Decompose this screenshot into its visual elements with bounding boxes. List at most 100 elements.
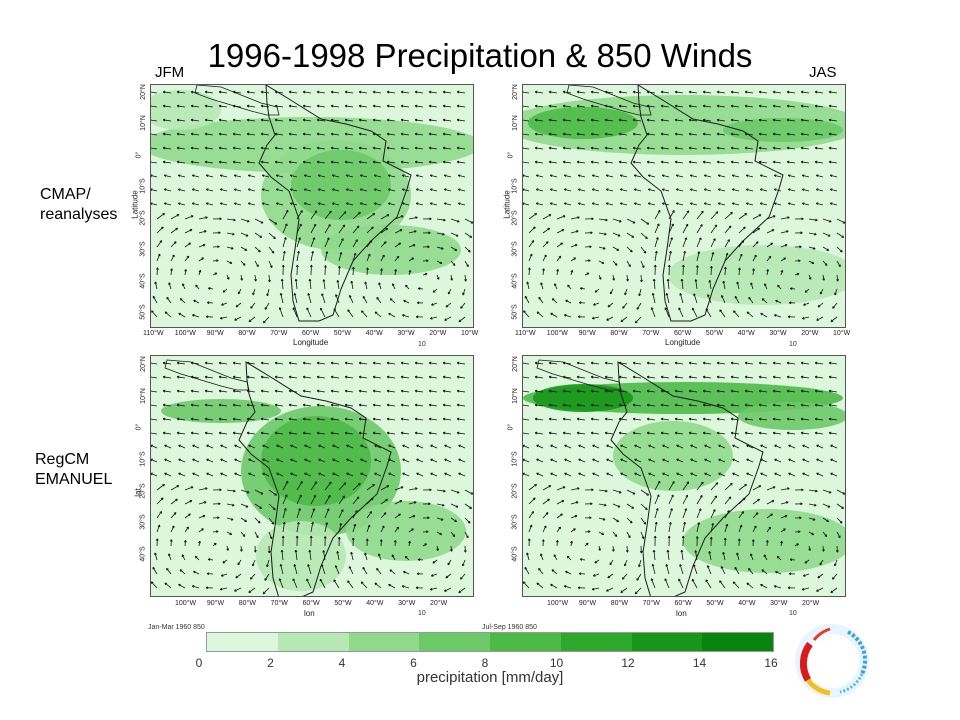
precip-wind-map xyxy=(151,85,473,324)
lat-tick-label: 0° xyxy=(135,151,143,159)
lon-tick-label: 20°W xyxy=(801,330,819,337)
wind-vectors xyxy=(151,90,473,324)
lat-tick-label: 40°S xyxy=(139,546,147,562)
lat-tick-label: 10°N xyxy=(139,387,147,404)
precip-area xyxy=(151,90,221,130)
season-label-jas: JAS xyxy=(809,64,837,81)
lat-tick-label: 10°N xyxy=(511,387,519,404)
lat-tick-label: 30°S xyxy=(139,241,147,257)
lon-tick-label: 20°W xyxy=(430,600,448,607)
lon-tick-label: 90°W xyxy=(206,600,225,607)
lon-tick-label: 60°W xyxy=(674,330,692,337)
central-america-outline xyxy=(536,359,622,391)
wind-vectors xyxy=(523,361,845,595)
central-america-outline xyxy=(566,85,652,116)
lat-tick-label: 10°N xyxy=(511,115,519,132)
lon-tick-label: 60°W xyxy=(302,330,320,337)
lon-tick-label: 70°W xyxy=(270,330,288,337)
precip-area xyxy=(738,402,845,430)
lon-tick-label: 100°W xyxy=(175,600,197,607)
lat-tick-label: 40°S xyxy=(511,272,519,289)
lat-tick-label: 0° xyxy=(507,423,515,431)
colorbar-tick-label: 12 xyxy=(621,656,635,670)
colorbar-tick-label: 16 xyxy=(764,656,778,670)
map-panel-regcm-jas xyxy=(522,355,846,597)
lon-tick-label: 20°W xyxy=(802,600,820,607)
institution-logo xyxy=(795,624,869,698)
colorbar-swatch xyxy=(348,633,420,651)
lon-tick-label: 80°W xyxy=(238,330,256,337)
lon-tick-label: 30°W xyxy=(397,330,415,337)
y-axis-title: Latitude xyxy=(130,190,140,219)
lon-tick-label: 10°W xyxy=(461,330,479,337)
central-america-outline xyxy=(164,359,250,391)
lon-tick-label: 30°W xyxy=(769,330,787,337)
central-america-outline xyxy=(194,85,280,116)
colorbar-swatch xyxy=(702,633,773,651)
vector-reference: 10 xyxy=(789,610,797,617)
precip-area xyxy=(683,509,845,573)
lat-tick-label: 20°S xyxy=(139,210,147,226)
lon-tick-label: 80°W xyxy=(610,600,628,607)
y-axis-title: Latitude xyxy=(502,190,512,219)
wind-vectors xyxy=(523,90,845,324)
south-america-outline xyxy=(238,361,392,596)
lon-tick-label: 70°W xyxy=(270,600,288,607)
continent-outline xyxy=(194,85,412,322)
lon-tick-label: 40°W xyxy=(737,330,755,337)
continent-outline xyxy=(566,85,784,322)
precip-area xyxy=(723,118,843,142)
south-america-outline xyxy=(630,85,784,322)
lat-tick-label: 0° xyxy=(135,423,143,431)
colorbar-swatch xyxy=(277,633,349,651)
lon-tick-label: 40°W xyxy=(738,600,756,607)
lat-tick-label: 30°S xyxy=(511,514,519,530)
colorbar-swatch xyxy=(490,633,561,651)
lat-tick-label: 10°S xyxy=(139,451,147,467)
vector-reference: 10 xyxy=(418,341,426,348)
colorbar-swatch xyxy=(419,633,490,651)
season-label-jfm: JFM xyxy=(155,64,185,81)
precip-area xyxy=(261,416,371,506)
lat-tick-label: 10°S xyxy=(511,178,519,194)
colorbar-tick-label: 0 xyxy=(195,656,203,670)
lat-tick-label: 40°S xyxy=(511,546,519,562)
colorbar-swatch xyxy=(560,633,632,651)
lat-tick-label: 50°S xyxy=(511,304,519,320)
map-panel-cmap-jfm xyxy=(150,84,474,328)
y-axis-title: lat xyxy=(133,488,143,497)
lon-tick-label: 100°W xyxy=(546,330,568,337)
precip-area xyxy=(613,421,733,491)
colorbar-swatch xyxy=(207,633,278,651)
lon-tick-label: 40°W xyxy=(365,330,383,337)
precip-colorbar xyxy=(206,632,774,652)
x-axis-title: lon xyxy=(304,609,315,618)
precip-wind-map xyxy=(523,359,845,596)
lat-tick-label: 20°N xyxy=(511,84,519,100)
lon-tick-label: 90°W xyxy=(578,330,596,337)
lat-tick-label: 10°S xyxy=(511,451,519,467)
lon-tick-label: 90°W xyxy=(206,330,224,337)
precip-area xyxy=(346,501,466,561)
continent-outline xyxy=(536,359,764,596)
colorbar-tick-label: 6 xyxy=(410,656,417,670)
lon-tick-label: 50°W xyxy=(705,330,723,337)
lon-tick-label: 20°W xyxy=(429,330,447,337)
precip-wind-map xyxy=(151,359,473,596)
lat-tick-label: 30°S xyxy=(139,514,147,530)
x-axis-title: lon xyxy=(676,609,687,618)
precip-area xyxy=(321,225,461,275)
lon-tick-label: 80°W xyxy=(610,330,628,337)
lon-tick-label: 50°W xyxy=(706,600,724,607)
row-label-observed: CMAP/ reanalyses xyxy=(40,186,118,223)
south-america-outline xyxy=(258,85,412,322)
lat-tick-label: 20°N xyxy=(511,356,519,372)
lon-tick-label: 110°W xyxy=(143,330,164,337)
colorbar-tick-label: 10 xyxy=(549,656,564,670)
lon-tick-label: 30°W xyxy=(398,600,416,607)
lon-tick-label: 70°W xyxy=(642,330,660,337)
lon-tick-label: 40°W xyxy=(366,600,384,607)
lat-tick-label: 20°S xyxy=(511,483,519,499)
precip-area xyxy=(528,107,638,139)
map-panel-regcm-jfm xyxy=(150,355,474,597)
